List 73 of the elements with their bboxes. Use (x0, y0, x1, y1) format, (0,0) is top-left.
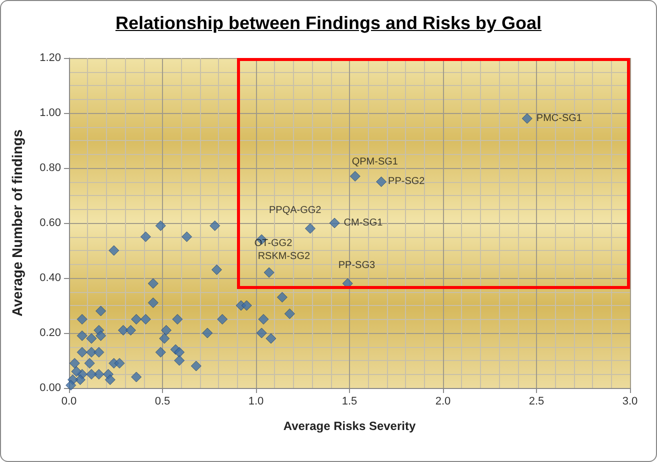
y-tick-label: 0.40 (40, 272, 61, 284)
point (241, 300, 252, 311)
point (256, 328, 267, 338)
point (96, 330, 106, 341)
x-tick-label: 3.0 (622, 396, 638, 408)
point (155, 347, 166, 358)
point (174, 355, 185, 366)
point (125, 325, 136, 336)
y-tick-label: 0.20 (40, 327, 61, 339)
y-tick-label: 0.00 (40, 382, 61, 394)
point (66, 380, 76, 390)
y-tick-label: 1.20 (40, 52, 61, 64)
point (86, 347, 97, 358)
point (190, 360, 202, 372)
point (160, 325, 172, 336)
point (148, 298, 158, 308)
x-tick-label: 0.0 (61, 396, 77, 408)
point (276, 292, 288, 302)
point (159, 333, 170, 344)
y-tick-label: 1.00 (40, 107, 61, 119)
point (76, 314, 88, 324)
point (350, 171, 360, 182)
data-label: QPM-SG1 (352, 156, 398, 168)
point (210, 220, 220, 231)
data-label: PPQA-GG2 (268, 204, 322, 216)
chart-title: Relationship between Findings and Risks by Goal (114, 13, 543, 34)
point (182, 232, 192, 242)
point (96, 306, 106, 316)
point (258, 314, 269, 324)
point (217, 314, 228, 324)
point (148, 278, 158, 289)
point (71, 366, 82, 377)
x-tick-label: 1.5 (342, 396, 358, 408)
x-tick-label: 2.5 (528, 396, 544, 408)
point (329, 218, 340, 228)
y-axis-title: Average Number of findings (9, 129, 25, 316)
data-label: OT-GG2 (254, 238, 293, 249)
point (172, 314, 183, 324)
x-tick-label: 2.0 (435, 396, 451, 408)
point (155, 220, 166, 231)
point (94, 347, 104, 358)
point (84, 358, 95, 368)
point (86, 369, 97, 380)
data-label: PP-SG2 (388, 176, 426, 187)
point (211, 264, 222, 275)
point (266, 333, 276, 344)
data-label: RSKM-SG2 (258, 250, 311, 262)
y-tick-label: 0.80 (40, 162, 61, 174)
point (86, 333, 97, 344)
data-label: PP-SG3 (338, 260, 376, 271)
point (140, 232, 151, 242)
point (264, 267, 274, 278)
point (131, 314, 142, 324)
y-tick-label: 0.60 (40, 217, 61, 229)
x-tick-label: 1.0 (248, 396, 264, 408)
data-label: PMC-SG1 (536, 113, 582, 124)
point (131, 372, 142, 382)
point (76, 347, 88, 358)
point (202, 328, 213, 338)
point (76, 330, 88, 341)
x-tick-label: 0.5 (154, 396, 170, 408)
point (304, 223, 316, 234)
point (284, 308, 295, 319)
point (69, 358, 80, 368)
point (140, 314, 151, 324)
point (376, 176, 387, 187)
data-label: CM-SG1 (344, 218, 384, 228)
point (114, 358, 125, 368)
point (174, 347, 185, 358)
point (522, 113, 532, 124)
point (104, 374, 116, 385)
point (108, 245, 120, 256)
x-axis-title: Average Risks Severity (283, 419, 416, 433)
